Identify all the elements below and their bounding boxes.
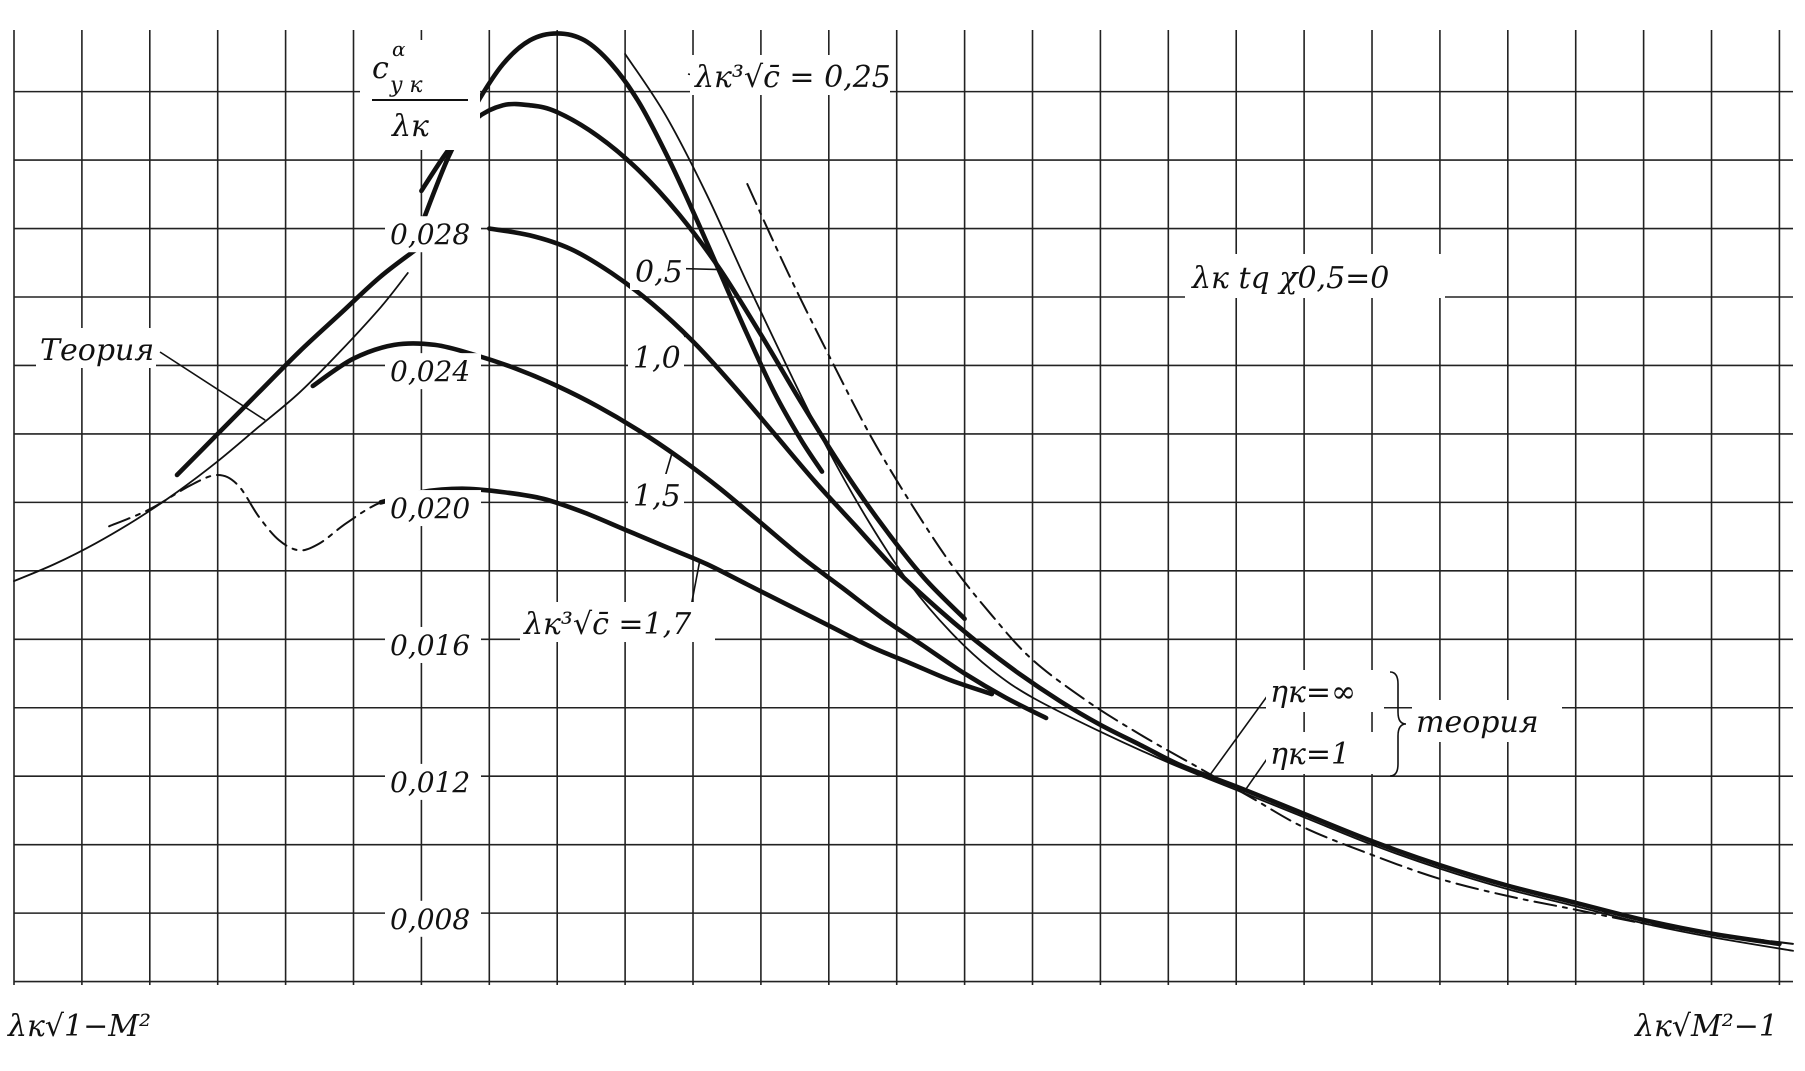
- y-title-num: c: [372, 51, 389, 86]
- y-tick-bg: [385, 216, 481, 253]
- x-right-label: λк√M²−1: [1634, 1009, 1778, 1044]
- y-tick-bg: [385, 626, 481, 663]
- series-line-9: [746, 183, 1794, 945]
- y-tick-bg: [385, 490, 481, 527]
- series-line-5: [13, 272, 409, 582]
- y-tick-label: 0,008: [390, 903, 470, 936]
- series-line-2: [487, 226, 1782, 947]
- x-left-label: λк√1−M²: [7, 1009, 151, 1044]
- series-line-6: [174, 243, 424, 478]
- label-eta-inf: ηк=∞: [1270, 675, 1356, 710]
- y-tick-label: 0,028: [390, 218, 470, 251]
- label-eta-one: ηк=1: [1270, 737, 1350, 772]
- label-bg-15: [628, 474, 684, 514]
- y-title-bg: [360, 40, 480, 150]
- label-05: 0,5: [635, 255, 683, 290]
- label-bg-10: [628, 336, 684, 376]
- annotation-main: λк tq χ0,5=0: [1191, 261, 1389, 296]
- y-tick-bg: [385, 763, 481, 800]
- label-bg-eta-inf: [1266, 670, 1384, 712]
- label-025: λк³√c̄ = 0,25: [694, 60, 891, 95]
- label-17: λк³√c̄ =1,7: [523, 607, 692, 642]
- y-tick-bg: [385, 353, 481, 390]
- series-line-3: [310, 341, 1049, 721]
- label-10: 1,0: [633, 341, 681, 376]
- label-bg-theory: [36, 328, 156, 368]
- label-bg-eta-one: [1266, 732, 1384, 774]
- series-line-8: [624, 53, 1794, 952]
- y-tick-label: 0,016: [390, 629, 470, 662]
- y-tick-label: 0,020: [390, 492, 470, 525]
- leader-line-6: [1208, 683, 1277, 777]
- label-bg-05: [630, 250, 686, 290]
- x-axis-bg: [0, 988, 1805, 1071]
- curves: [13, 31, 1794, 952]
- label-theory-brace: теория: [1416, 705, 1539, 740]
- theory-brace: [1389, 671, 1407, 777]
- series-line-0: [419, 31, 825, 474]
- label-bg-025: [690, 55, 890, 95]
- series-line-1: [419, 101, 967, 621]
- series-line-4: [378, 486, 995, 697]
- y-tick-bg: [385, 900, 481, 937]
- y-title-sup: α: [392, 37, 406, 61]
- label-theory: Теория: [40, 333, 154, 368]
- curve-labels: λк³√c̄ = 0,25 0,5 1,0 1,5 λк³√c̄ =1,7 Те…: [36, 55, 1562, 777]
- series-line-7: [108, 474, 450, 552]
- y-tick-label: 0,012: [390, 766, 470, 799]
- leader-line-5: [159, 351, 266, 421]
- label-bg-theory-brace: [1412, 700, 1562, 742]
- y-tick-label: 0,024: [390, 355, 470, 388]
- grid: [13, 30, 1793, 985]
- y-ticks: 0,008 0,012 0,016 0,020 0,024 0,028: [385, 216, 481, 937]
- x-axis-titles: λк√1−M² λк√M²−1: [0, 988, 1805, 1071]
- y-axis-title: c α y к λк: [360, 37, 480, 150]
- label-bg-17: [520, 602, 715, 642]
- y-title-den: λк: [391, 109, 429, 144]
- y-title-sub: y к: [389, 73, 423, 98]
- label-15: 1,5: [633, 479, 681, 514]
- annotation-bg: [1185, 254, 1445, 298]
